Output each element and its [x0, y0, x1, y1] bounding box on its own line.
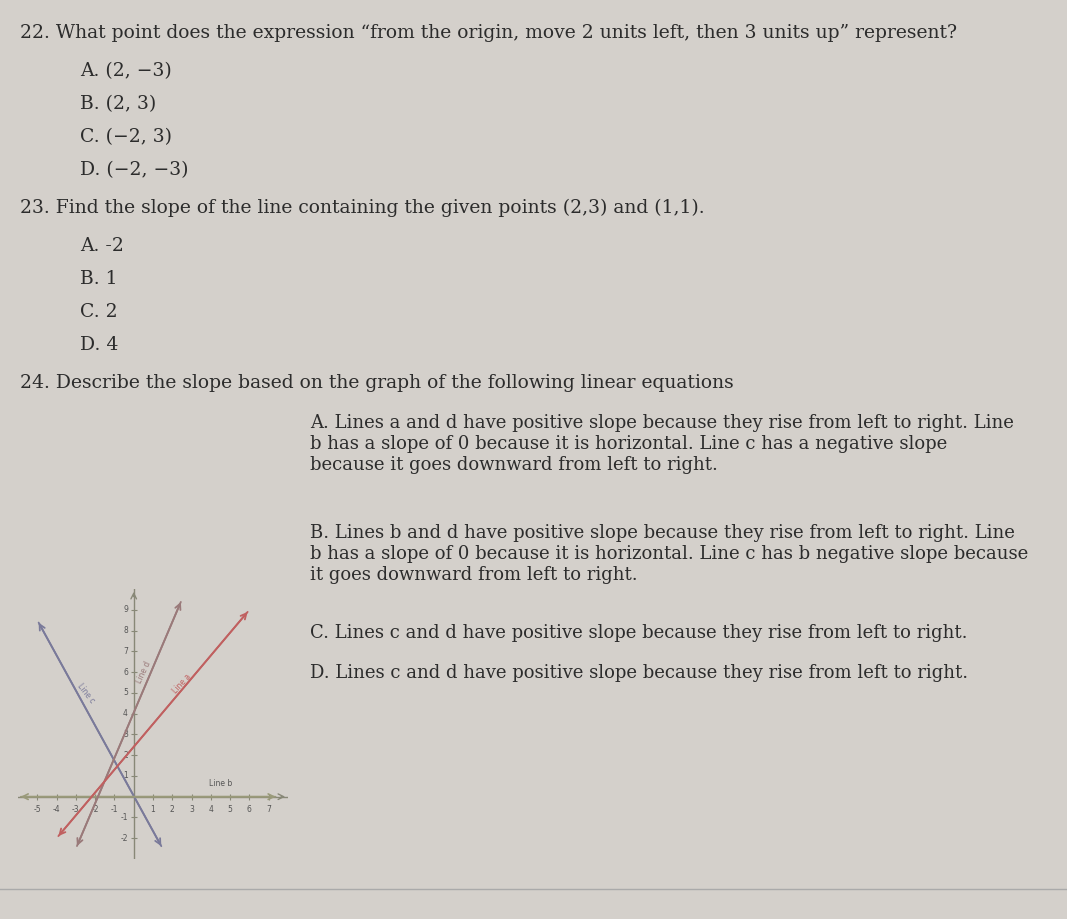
Text: B. 1: B. 1: [80, 270, 117, 288]
Text: 2: 2: [170, 805, 175, 814]
Text: Line d: Line d: [134, 660, 153, 685]
Text: -4: -4: [52, 805, 61, 814]
Text: D. Lines c and d have positive slope because they rise from left to right.: D. Lines c and d have positive slope bec…: [310, 664, 968, 682]
Text: 3: 3: [123, 730, 128, 739]
Text: -5: -5: [33, 805, 42, 814]
Text: 7: 7: [123, 647, 128, 656]
Text: Line a: Line a: [171, 672, 193, 695]
Text: 8: 8: [123, 626, 128, 635]
Text: A. (2, −3): A. (2, −3): [80, 62, 172, 80]
Text: -2: -2: [92, 805, 99, 814]
Text: C. (−2, 3): C. (−2, 3): [80, 128, 172, 146]
Text: 24. Describe the slope based on the graph of the following linear equations: 24. Describe the slope based on the grap…: [20, 374, 734, 392]
Text: C. Lines c and d have positive slope because they rise from left to right.: C. Lines c and d have positive slope bec…: [310, 624, 968, 642]
Text: 5: 5: [123, 688, 128, 698]
Text: D. 4: D. 4: [80, 336, 118, 354]
Text: 22. What point does the expression “from the origin, move 2 units left, then 3 u: 22. What point does the expression “from…: [20, 24, 957, 42]
Text: -3: -3: [73, 805, 80, 814]
Text: C. 2: C. 2: [80, 303, 117, 321]
Text: B. Lines b and d have positive slope because they rise from left to right. Line
: B. Lines b and d have positive slope bec…: [310, 524, 1029, 584]
Text: B. (2, 3): B. (2, 3): [80, 95, 156, 113]
Text: 1: 1: [150, 805, 156, 814]
Text: 7: 7: [267, 805, 271, 814]
Text: A. Lines a and d have positive slope because they rise from left to right. Line
: A. Lines a and d have positive slope bec…: [310, 414, 1014, 473]
Text: -1: -1: [121, 813, 128, 822]
Text: 1: 1: [123, 771, 128, 780]
Text: 2: 2: [123, 751, 128, 760]
Text: D. (−2, −3): D. (−2, −3): [80, 161, 189, 179]
Text: 4: 4: [208, 805, 213, 814]
Text: Line c: Line c: [75, 682, 96, 705]
Text: -1: -1: [111, 805, 118, 814]
Text: 4: 4: [123, 709, 128, 718]
Text: 5: 5: [227, 805, 233, 814]
Text: Line b: Line b: [209, 779, 233, 789]
Text: 3: 3: [189, 805, 194, 814]
Text: 9: 9: [123, 606, 128, 614]
Text: 6: 6: [123, 667, 128, 676]
Text: A. -2: A. -2: [80, 237, 124, 255]
Text: 23. Find the slope of the line containing the given points (2,3) and (1,1).: 23. Find the slope of the line containin…: [20, 199, 704, 217]
Text: 6: 6: [246, 805, 252, 814]
Text: -2: -2: [121, 834, 128, 843]
